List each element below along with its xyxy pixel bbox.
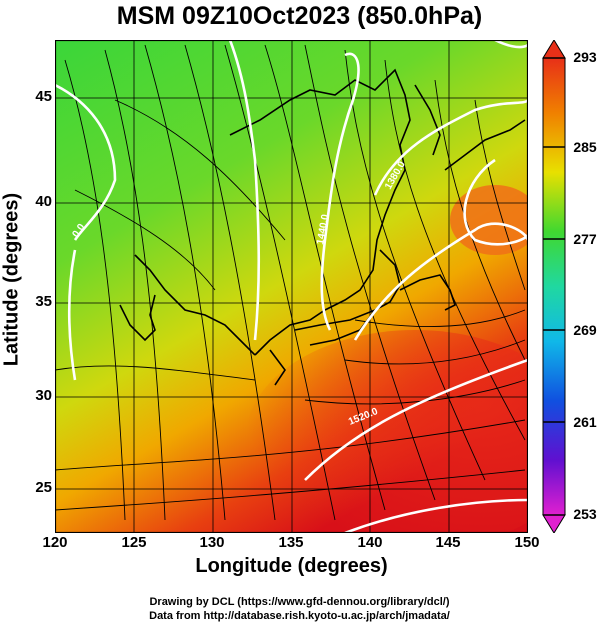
colorbar-tick-label: 253 [573, 506, 597, 522]
x-tick-label: 145 [435, 534, 461, 551]
y-tick-label: 25 [35, 479, 52, 496]
colorbar-tick-label: 269 [573, 322, 597, 338]
y-tick-label: 45 [35, 88, 52, 105]
colorbar-max-arrow [542, 40, 566, 59]
colorbar-min-arrow [542, 514, 566, 533]
x-axis-label: Longitude (degrees) [195, 555, 388, 577]
wind-streamlines [55, 44, 526, 521]
y-tick-label: 40 [35, 193, 52, 210]
x-tick-label: 135 [278, 534, 304, 551]
map-plot: 1380.0 1440.0 1520.0 0.0 [55, 40, 528, 533]
colorbar-tick-label: 293 [573, 49, 597, 65]
y-tick-label: 30 [35, 387, 52, 404]
warm-eddy [450, 185, 528, 255]
x-tick-label: 130 [199, 534, 225, 551]
x-tick-label: 150 [514, 534, 540, 551]
height-contours [55, 40, 528, 533]
colorbar-tick-label: 285 [573, 139, 597, 155]
colorbar-tick-label: 277 [573, 231, 597, 247]
x-tick-label: 120 [42, 534, 68, 551]
colorbar-tick-label: 261 [573, 414, 597, 430]
colorbar [542, 40, 566, 533]
colorbar-scale [542, 57, 566, 516]
map-title: MSM 09Z10Oct2023 (850.0hPa) [116, 2, 483, 30]
y-tick-label: 35 [35, 293, 52, 310]
credit-data-source: Data from http://database.rish.kyoto-u.a… [149, 610, 450, 622]
warm-core [245, 330, 528, 533]
contour-label: 1440.0 [315, 213, 331, 245]
y-axis-label: Latitude (degrees) [0, 192, 23, 367]
plot-frame [55, 40, 528, 533]
lat-lon-grid [55, 40, 528, 533]
credit-drawing: Drawing by DCL (https://www.gfd-dennou.o… [149, 596, 450, 608]
coastlines [119, 68, 526, 386]
x-tick-label: 140 [357, 534, 383, 551]
x-tick-label: 125 [121, 534, 147, 551]
